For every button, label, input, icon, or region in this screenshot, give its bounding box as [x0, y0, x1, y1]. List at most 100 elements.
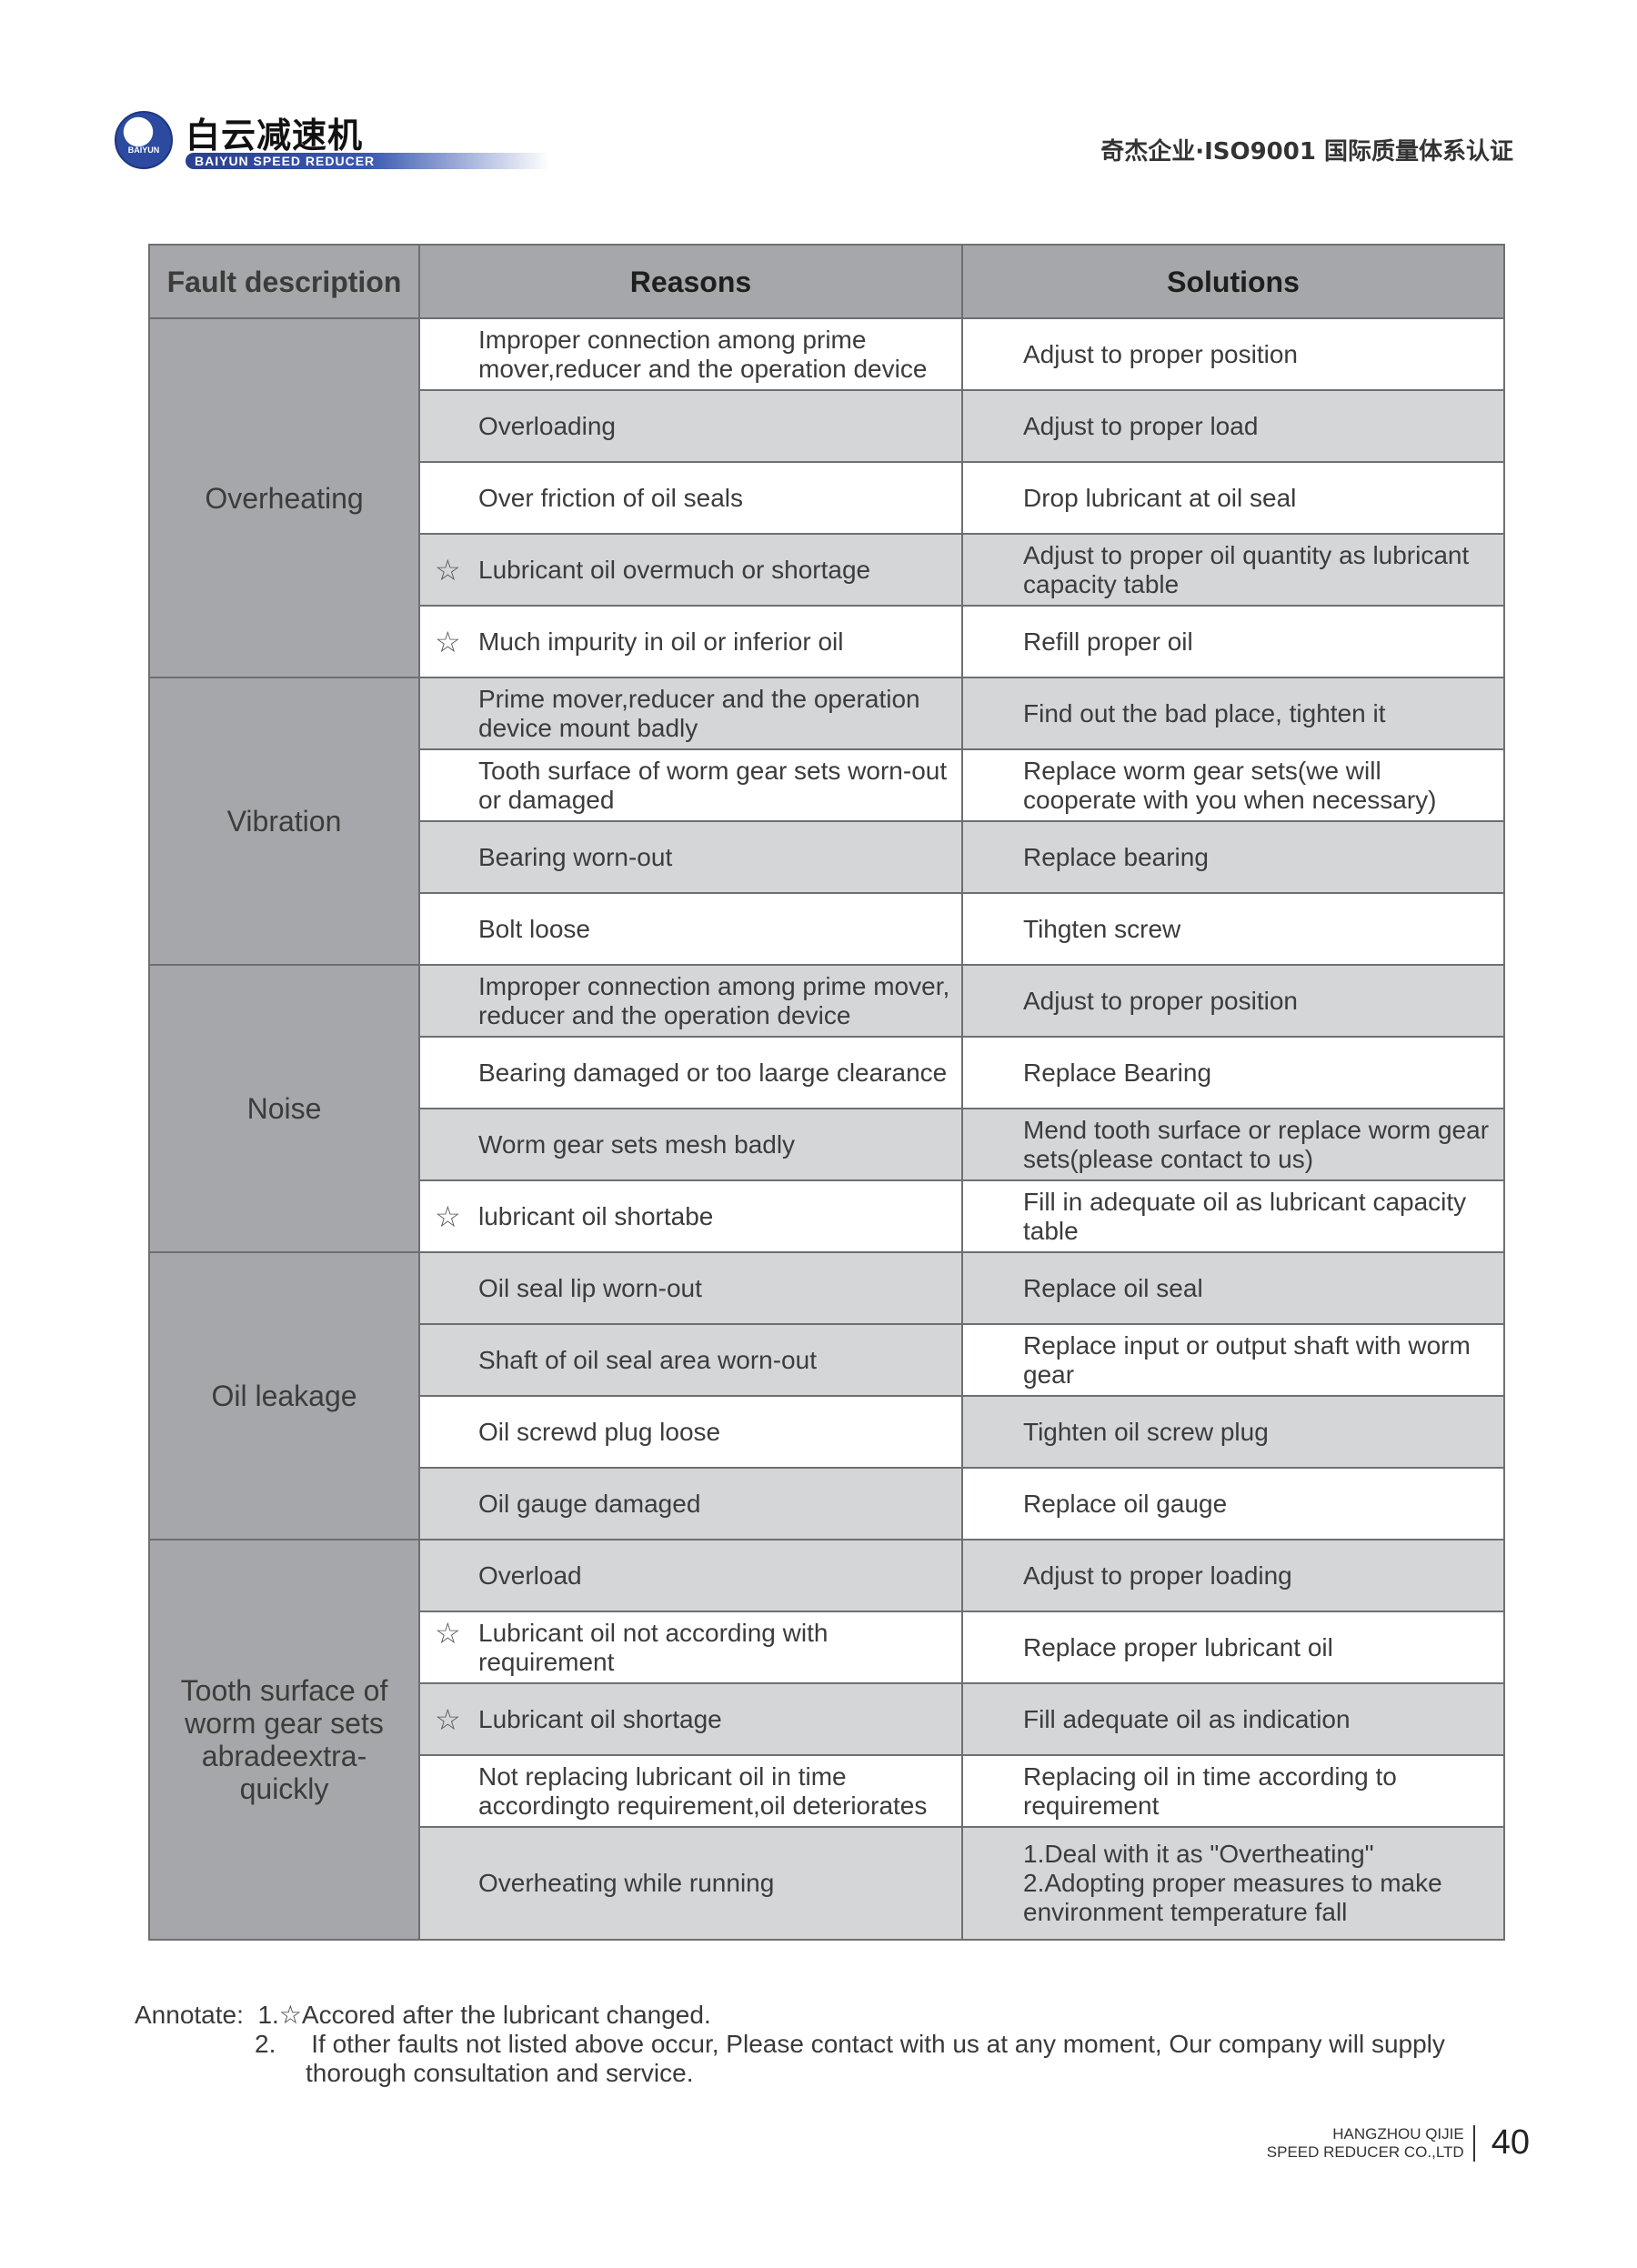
- solution-cell: Replace oil seal: [961, 1251, 1505, 1325]
- reason-text: Lubricant oil shortage: [478, 1704, 722, 1733]
- reason-cell: Bolt loose: [418, 892, 963, 966]
- solution-cell: Replace oil gauge: [961, 1467, 1505, 1540]
- table-row: Overheating Improper connection among pri…: [148, 317, 1505, 678]
- reason-cell: Tooth surface of worm gear sets worn-out…: [418, 748, 963, 822]
- table-row: Overloading Adjust to proper load: [149, 389, 1505, 463]
- annotate-note-2-cont: thorough consultation and service.: [306, 2059, 694, 2087]
- fault-cell: Tooth surface of worm gear sets abradeex…: [148, 1539, 420, 1941]
- certification-text: 奇杰企业·ISO9001 国际质量体系认证: [1100, 138, 1513, 166]
- reason-text: Lubricant oil not according with require…: [478, 1618, 829, 1676]
- reason-text: Worm gear sets mesh badly: [478, 1129, 796, 1159]
- reason-text: Much impurity in oil or inferior oil: [478, 627, 844, 656]
- logo-emblem-icon: BAIYUN: [115, 111, 173, 169]
- reason-cell: Improper connection among prime mover,re…: [418, 317, 963, 391]
- reason-cell: Bearing worn-out: [418, 820, 963, 894]
- solution-cell: Replace proper lubricant oil: [961, 1611, 1505, 1684]
- reason-cell: Over friction of oil seals: [418, 461, 963, 535]
- star-outline-icon: ☆: [435, 553, 461, 587]
- company-logo: BAIYUN 白云减速机 BAIYUN SPEED REDUCER: [115, 107, 551, 171]
- reason-cell: Improper connection among prime mover, r…: [418, 964, 963, 1038]
- solution-cell: Adjust to proper position: [961, 317, 1505, 391]
- footer-company: HANGZHOU QIJIE SPEED REDUCER CO.,LTD: [1267, 2124, 1475, 2162]
- solution-cell: Replace Bearing: [961, 1036, 1505, 1109]
- table-row: Oil leakage Oil seal lip worn-out Replace …: [148, 1251, 1505, 1540]
- star-outline-icon: ☆: [435, 1702, 461, 1736]
- solution-cell: 1.Deal with it as "Overtheating" 2.Adopt…: [961, 1826, 1505, 1941]
- reason-text: Oil screwd plug loose: [478, 1417, 721, 1446]
- header-reasons: Reasons: [418, 244, 963, 319]
- fault-cell: Noise: [148, 964, 420, 1253]
- table-row: Noise Improper connection among prime mov…: [148, 964, 1505, 1253]
- solution-cell: Replace input or output shaft with worm …: [961, 1323, 1505, 1397]
- solution-cell: Replace worm gear sets(we will cooperate…: [961, 748, 1505, 822]
- solution-cell: Fill in adequate oil as lubricant capaci…: [961, 1179, 1505, 1253]
- reason-cell: Overheating while running: [418, 1826, 963, 1941]
- reason-cell: ☆ Much impurity in oil or inferior oil: [418, 605, 963, 678]
- table-row: Vibration Prime mover,reducer and the ope…: [148, 677, 1505, 966]
- reason-cell: Oil gauge damaged: [418, 1467, 963, 1540]
- solution-cell: Replacing oil in time according to requi…: [961, 1754, 1505, 1828]
- solution-cell: Adjust to proper loading: [961, 1539, 1505, 1612]
- reason-text: Oil seal lip worn-out: [478, 1273, 702, 1302]
- reason-text: Not replacing lubricant oil in time acco…: [478, 1761, 928, 1820]
- reason-text: Bearing damaged or too laarge clearance: [478, 1058, 948, 1087]
- reason-cell: Overload: [418, 1539, 963, 1612]
- solution-cell: Fill adequate oil as indication: [961, 1682, 1505, 1756]
- reason-cell: Overloading: [418, 389, 963, 463]
- reason-text: Overheating while running: [478, 1869, 775, 1897]
- table-row: Bolt loose Tihgten screw: [149, 892, 1505, 966]
- reason-text: Improper connection among prime mover, r…: [478, 971, 950, 1029]
- solution-cell: Adjust to proper load: [961, 389, 1505, 463]
- fault-cell: Vibration: [148, 677, 420, 966]
- header-fault-description: Fault description: [148, 244, 420, 319]
- reason-text: Tooth surface of worm gear sets worn-out…: [478, 756, 948, 814]
- annotation: Annotate: 1.☆Accored after the lubricant…: [135, 2001, 1445, 2088]
- logo-chinese-name: 白云减速机: [186, 115, 364, 156]
- solution-cell: Find out the bad place, tighten it: [961, 677, 1505, 750]
- reason-cell: ☆ Lubricant oil overmuch or shortage: [418, 533, 963, 607]
- reason-text: Lubricant oil overmuch or shortage: [478, 555, 871, 584]
- reason-text: Bolt loose: [478, 914, 590, 943]
- reason-text: Bearing worn-out: [478, 842, 673, 871]
- table-row: ☆ Lubricant oil shortage Fill adequate oil…: [149, 1682, 1505, 1756]
- reason-cell: Shaft of oil seal area worn-out: [418, 1323, 963, 1397]
- reason-cell: Oil seal lip worn-out: [418, 1251, 963, 1325]
- reason-text: Overloading: [478, 411, 616, 440]
- annotate-note-2-num: 2.: [255, 2030, 276, 2058]
- reason-cell: ☆ Lubricant oil not according with requir…: [418, 1611, 963, 1684]
- star-outline-icon: ☆: [435, 1199, 461, 1233]
- logo-english-bar: BAIYUN SPEED REDUCER: [186, 153, 549, 169]
- reason-text: Shaft of oil seal area worn-out: [478, 1345, 817, 1374]
- reason-cell: ☆ Lubricant oil shortage: [418, 1682, 963, 1756]
- star-outline-icon: ☆: [435, 1616, 461, 1650]
- table-row: ☆ Lubricant oil overmuch or shortage Adjus…: [149, 533, 1505, 607]
- star-outline-icon: ☆: [435, 625, 461, 658]
- table-row: ☆ lubricant oil shortabe Fill in adequate …: [149, 1179, 1505, 1253]
- footer: HANGZHOU QIJIE SPEED REDUCER CO.,LTD 40: [1267, 2123, 1530, 2163]
- table-row: Overheating while running 1.Deal with it …: [149, 1826, 1505, 1941]
- header-solutions: Solutions: [961, 244, 1505, 319]
- table-row: Not replacing lubricant oil in time acco…: [149, 1754, 1505, 1828]
- reason-cell: Not replacing lubricant oil in time acco…: [418, 1754, 963, 1828]
- solution-cell: Tihgten screw: [961, 892, 1505, 966]
- fault-table: Fault description Reasons Solutions Over…: [148, 244, 1505, 1941]
- table-row: Oil gauge damaged Replace oil gauge: [149, 1467, 1505, 1540]
- annotate-label: Annotate:: [135, 2001, 244, 2029]
- reason-cell: Oil screwd plug loose: [418, 1395, 963, 1469]
- table-row: ☆ Lubricant oil not according with requir…: [149, 1611, 1505, 1684]
- table-row: Shaft of oil seal area worn-out Replace i…: [149, 1323, 1505, 1397]
- table-row: Over friction of oil seals Drop lubricant…: [149, 461, 1505, 535]
- reason-cell: ☆ lubricant oil shortabe: [418, 1179, 963, 1253]
- reason-text: Improper connection among prime mover,re…: [478, 325, 928, 383]
- reason-text: Over friction of oil seals: [478, 483, 743, 512]
- reason-text: lubricant oil shortabe: [478, 1201, 714, 1230]
- table-row: Bearing damaged or too laarge clearance R…: [149, 1036, 1505, 1109]
- reason-text: Prime mover,reducer and the operation de…: [478, 684, 920, 742]
- table-row: ☆ Much impurity in oil or inferior oil Ref…: [149, 605, 1505, 678]
- solution-cell: Mend tooth surface or replace worm gear …: [961, 1108, 1505, 1181]
- solution-cell: Refill proper oil: [961, 605, 1505, 678]
- reason-text: Oil gauge damaged: [478, 1489, 701, 1518]
- fault-cell: Oil leakage: [148, 1251, 420, 1540]
- page-number: 40: [1491, 2123, 1530, 2162]
- solution-cell: Replace bearing: [961, 820, 1505, 894]
